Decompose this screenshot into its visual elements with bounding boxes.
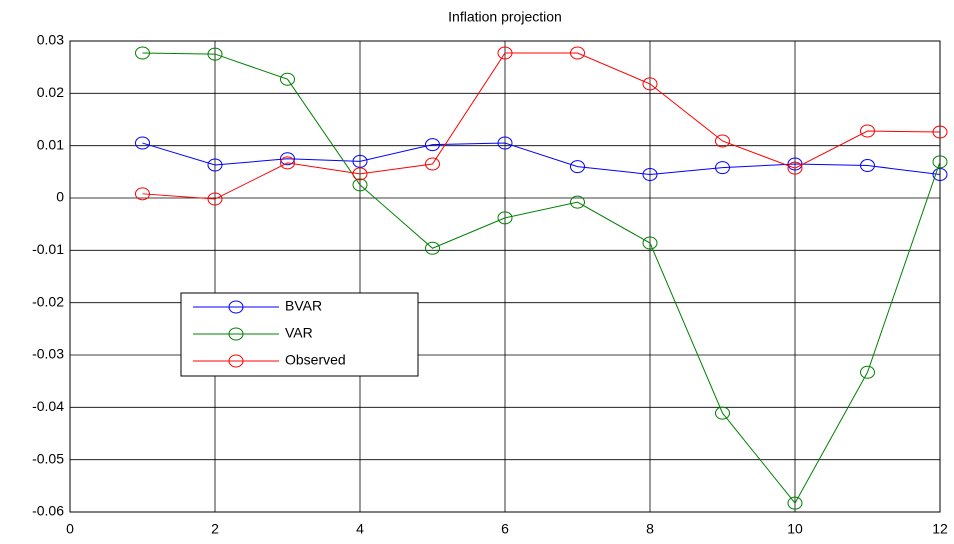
- marker: [280, 156, 295, 170]
- marker: [787, 157, 803, 171]
- marker: [642, 167, 658, 181]
- marker: [497, 211, 513, 225]
- legend-label: BVAR: [285, 298, 322, 314]
- marker: [570, 195, 585, 209]
- marker: [425, 157, 440, 171]
- series-line: [142, 142, 941, 175]
- marker: [280, 152, 295, 166]
- marker: [207, 47, 223, 61]
- marker: [570, 46, 585, 60]
- marker: [497, 136, 513, 150]
- marker: [860, 124, 875, 138]
- marker: [135, 136, 150, 150]
- marker: [642, 77, 658, 91]
- legend-marker: [228, 300, 244, 314]
- marker: [135, 46, 150, 60]
- marker: [425, 138, 440, 152]
- marker: [570, 160, 585, 174]
- y-tick-label: -0.04: [32, 398, 64, 414]
- y-tick-label: 0.03: [37, 32, 64, 48]
- legend-label: Observed: [285, 352, 346, 368]
- legend-marker: [228, 354, 244, 368]
- marker: [352, 154, 368, 168]
- chart-title: Inflation projection: [448, 9, 562, 25]
- marker: [860, 159, 875, 173]
- x-tick-label: 8: [646, 521, 654, 537]
- legend-label: VAR: [285, 325, 313, 341]
- marker: [715, 134, 730, 148]
- y-tick-label: 0: [56, 189, 64, 205]
- marker: [715, 161, 730, 175]
- marker: [497, 46, 513, 60]
- x-tick-label: 12: [932, 521, 948, 537]
- x-tick-label: 0: [66, 521, 74, 537]
- marker: [787, 161, 803, 175]
- marker: [207, 192, 223, 206]
- y-tick-label: 0.02: [37, 84, 64, 100]
- x-tick-label: 10: [787, 521, 803, 537]
- marker: [787, 496, 803, 510]
- y-tick-label: -0.03: [32, 346, 64, 362]
- series-line: [142, 52, 941, 200]
- marker: [352, 178, 368, 192]
- marker: [207, 158, 223, 172]
- marker: [715, 406, 730, 420]
- marker: [932, 155, 948, 169]
- x-tick-label: 2: [211, 521, 219, 537]
- marker: [280, 72, 295, 86]
- y-tick-label: 0.01: [37, 136, 64, 152]
- series-line: [142, 52, 941, 504]
- y-tick-label: -0.06: [32, 503, 64, 519]
- marker: [135, 187, 150, 201]
- marker: [860, 365, 875, 379]
- marker: [352, 167, 368, 181]
- y-tick-label: -0.02: [32, 293, 64, 309]
- marker: [932, 167, 948, 181]
- marker: [425, 241, 440, 255]
- y-tick-label: -0.05: [32, 450, 64, 466]
- y-tick-label: -0.01: [32, 241, 64, 257]
- legend-marker: [228, 327, 244, 341]
- marker: [642, 236, 658, 250]
- x-tick-label: 4: [356, 521, 364, 537]
- x-tick-label: 6: [501, 521, 509, 537]
- marker: [932, 125, 948, 139]
